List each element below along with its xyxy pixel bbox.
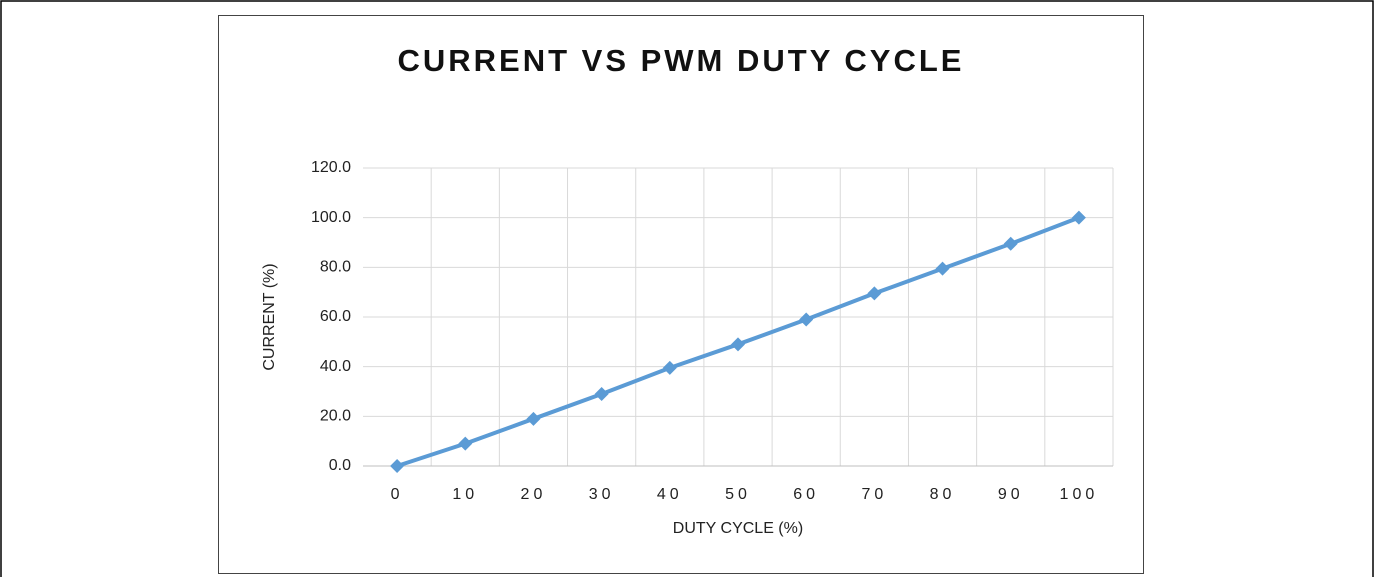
x-tick-label: 90: [998, 486, 1024, 503]
x-tick-label: 40: [657, 486, 683, 503]
x-tick-label: 10: [452, 486, 478, 503]
y-tick-label: 60.0: [320, 308, 351, 325]
y-tick-label: 100.0: [311, 209, 351, 226]
y-axis-label: CURRENT (%): [261, 263, 278, 370]
data-point: [458, 436, 473, 451]
y-tick-label: 120.0: [311, 159, 351, 176]
x-tick-label: 0: [391, 486, 404, 503]
chart-title: CURRENT VS PWM DUTY CYCLE: [397, 43, 964, 78]
x-tick-label: 50: [725, 486, 751, 503]
data-point: [1003, 236, 1018, 251]
data-point: [867, 286, 882, 301]
x-tick-label: 80: [930, 486, 956, 503]
x-tick-label: 100: [1060, 486, 1099, 503]
data-point: [526, 411, 541, 426]
data-point: [935, 261, 950, 276]
data-point: [594, 386, 609, 401]
data-point: [390, 459, 405, 473]
x-tick-label: 20: [521, 486, 547, 503]
data-point: [662, 360, 677, 375]
x-tick-label: 30: [589, 486, 615, 503]
y-tick-label: 40.0: [320, 358, 351, 375]
y-tick-label: 0.0: [329, 457, 351, 474]
x-tick-label: 60: [793, 486, 819, 503]
x-axis-label: DUTY CYCLE (%): [673, 520, 803, 537]
chart-frame: [218, 15, 1144, 574]
y-tick-label: 20.0: [320, 408, 351, 425]
data-point: [799, 312, 814, 327]
y-tick-label: 80.0: [320, 259, 351, 276]
data-point: [731, 337, 745, 352]
data-point: [1071, 210, 1086, 225]
x-tick-label: 70: [861, 486, 887, 503]
